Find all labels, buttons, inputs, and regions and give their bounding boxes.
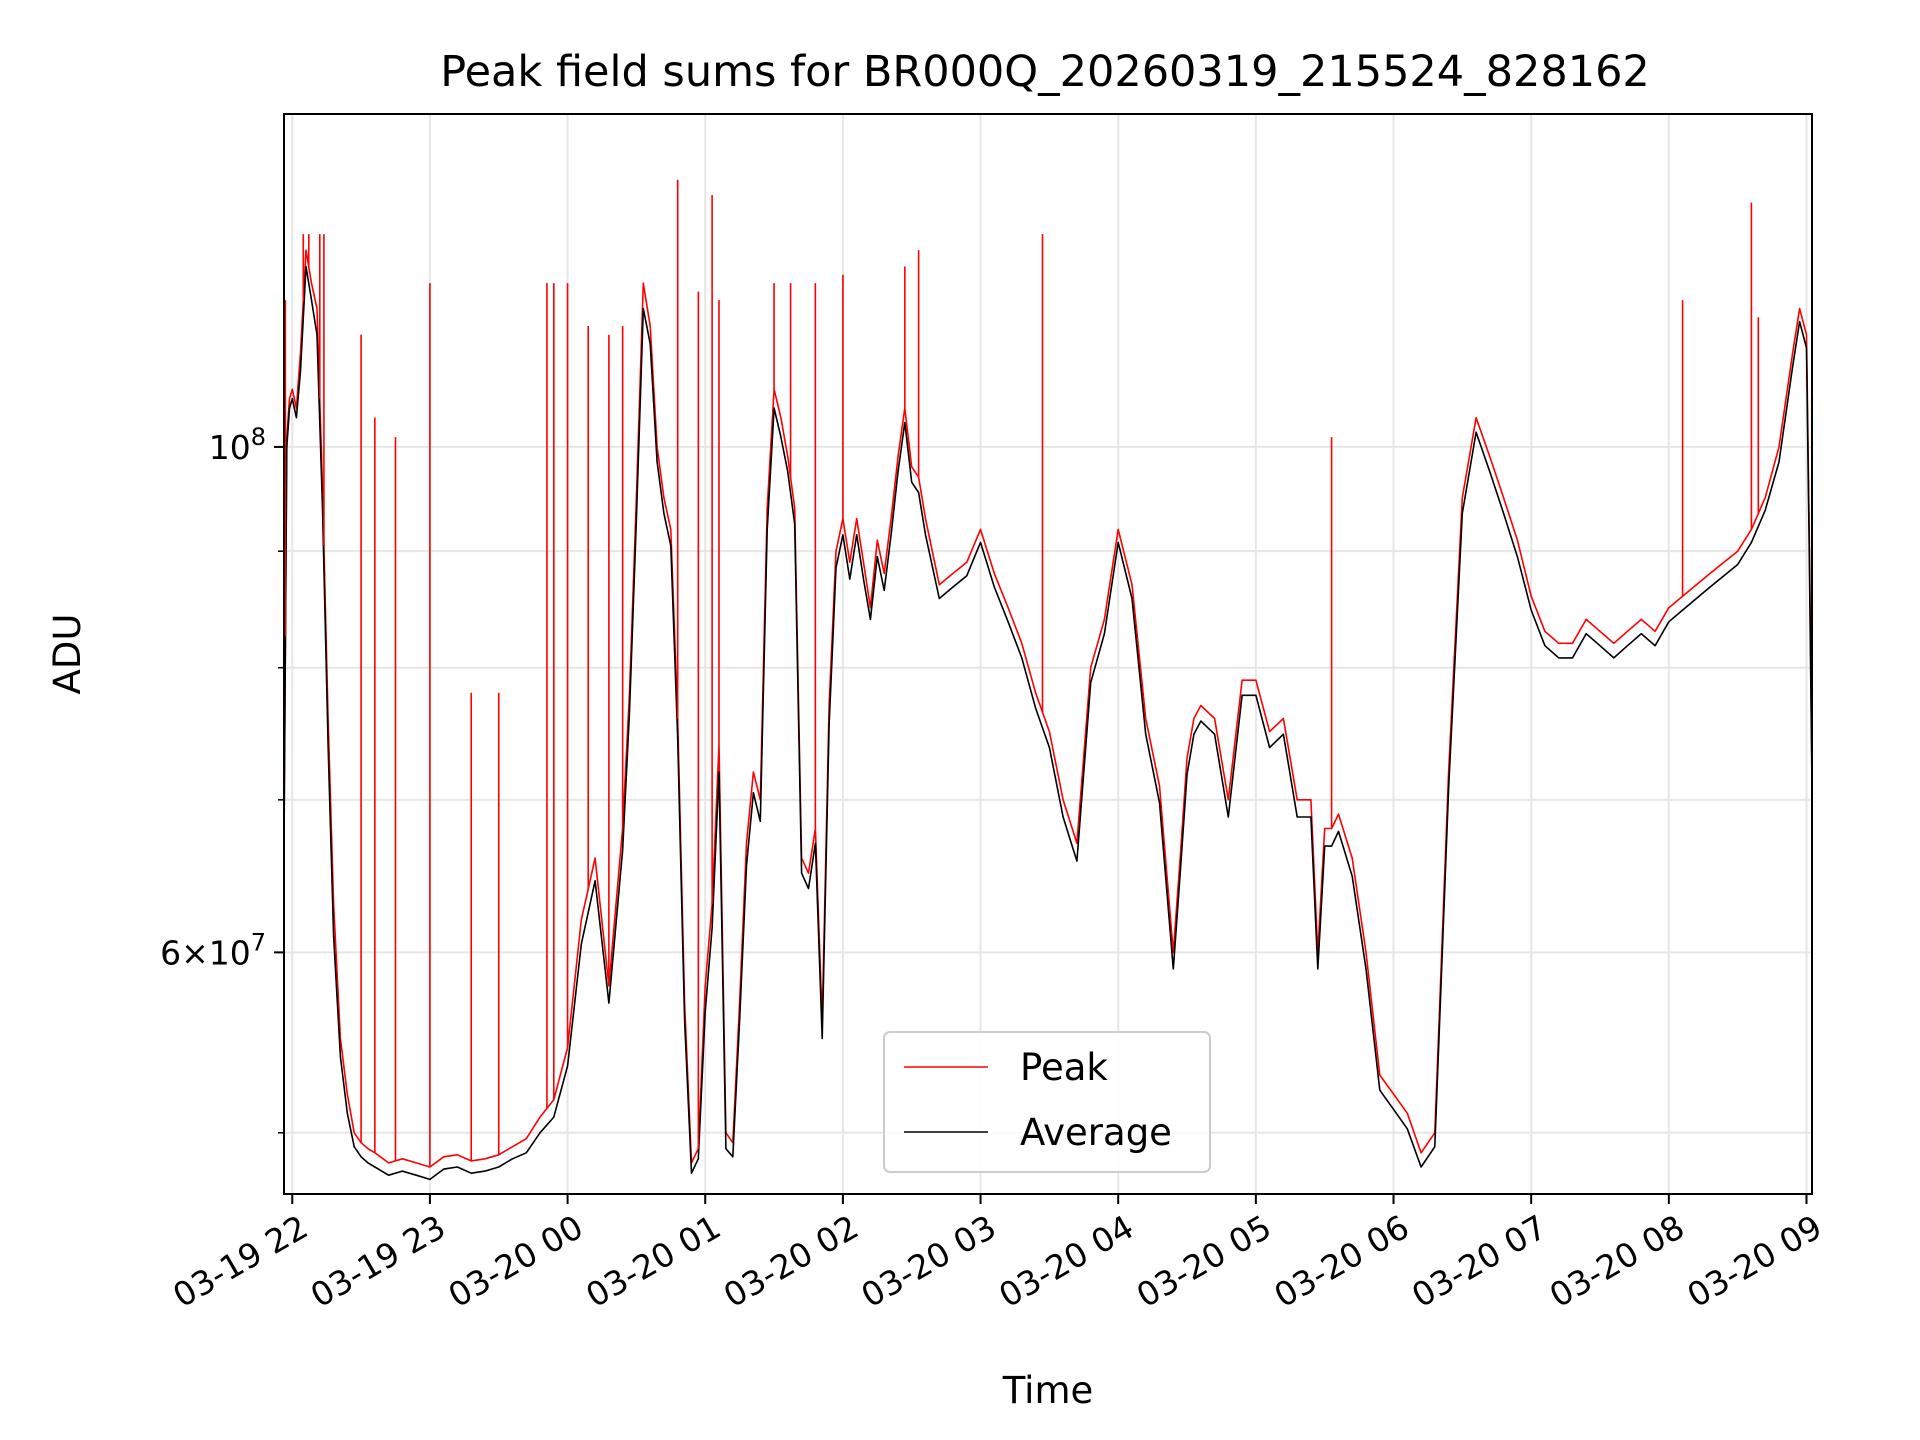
- y-tick-label: 6×107: [160, 928, 266, 972]
- y-tick-base: 10: [209, 933, 251, 972]
- legend-label-average: Average: [1020, 1111, 1172, 1154]
- plot-frame: [283, 113, 1813, 1195]
- y-tick-exponent: 7: [251, 928, 266, 956]
- y-tick-label: 108: [209, 423, 266, 467]
- series-line-peak: [284, 249, 1812, 1168]
- legend: Peak Average: [883, 1031, 1211, 1173]
- chart-title: Peak field sums for BR000Q_20260319_2155…: [440, 47, 1650, 97]
- y-tick-times: ×: [181, 933, 209, 972]
- y-tick-exponent: 8: [251, 423, 266, 451]
- y-tick-base: 10: [209, 428, 251, 467]
- legend-label-peak: Peak: [1020, 1046, 1108, 1089]
- y-tick-mantissa: 6: [160, 933, 181, 972]
- y-axis-label: ADU: [46, 614, 89, 695]
- x-axis-label: Time: [1002, 1369, 1094, 1412]
- series-layer: [284, 179, 1812, 1181]
- series-line-average: [284, 265, 1812, 1181]
